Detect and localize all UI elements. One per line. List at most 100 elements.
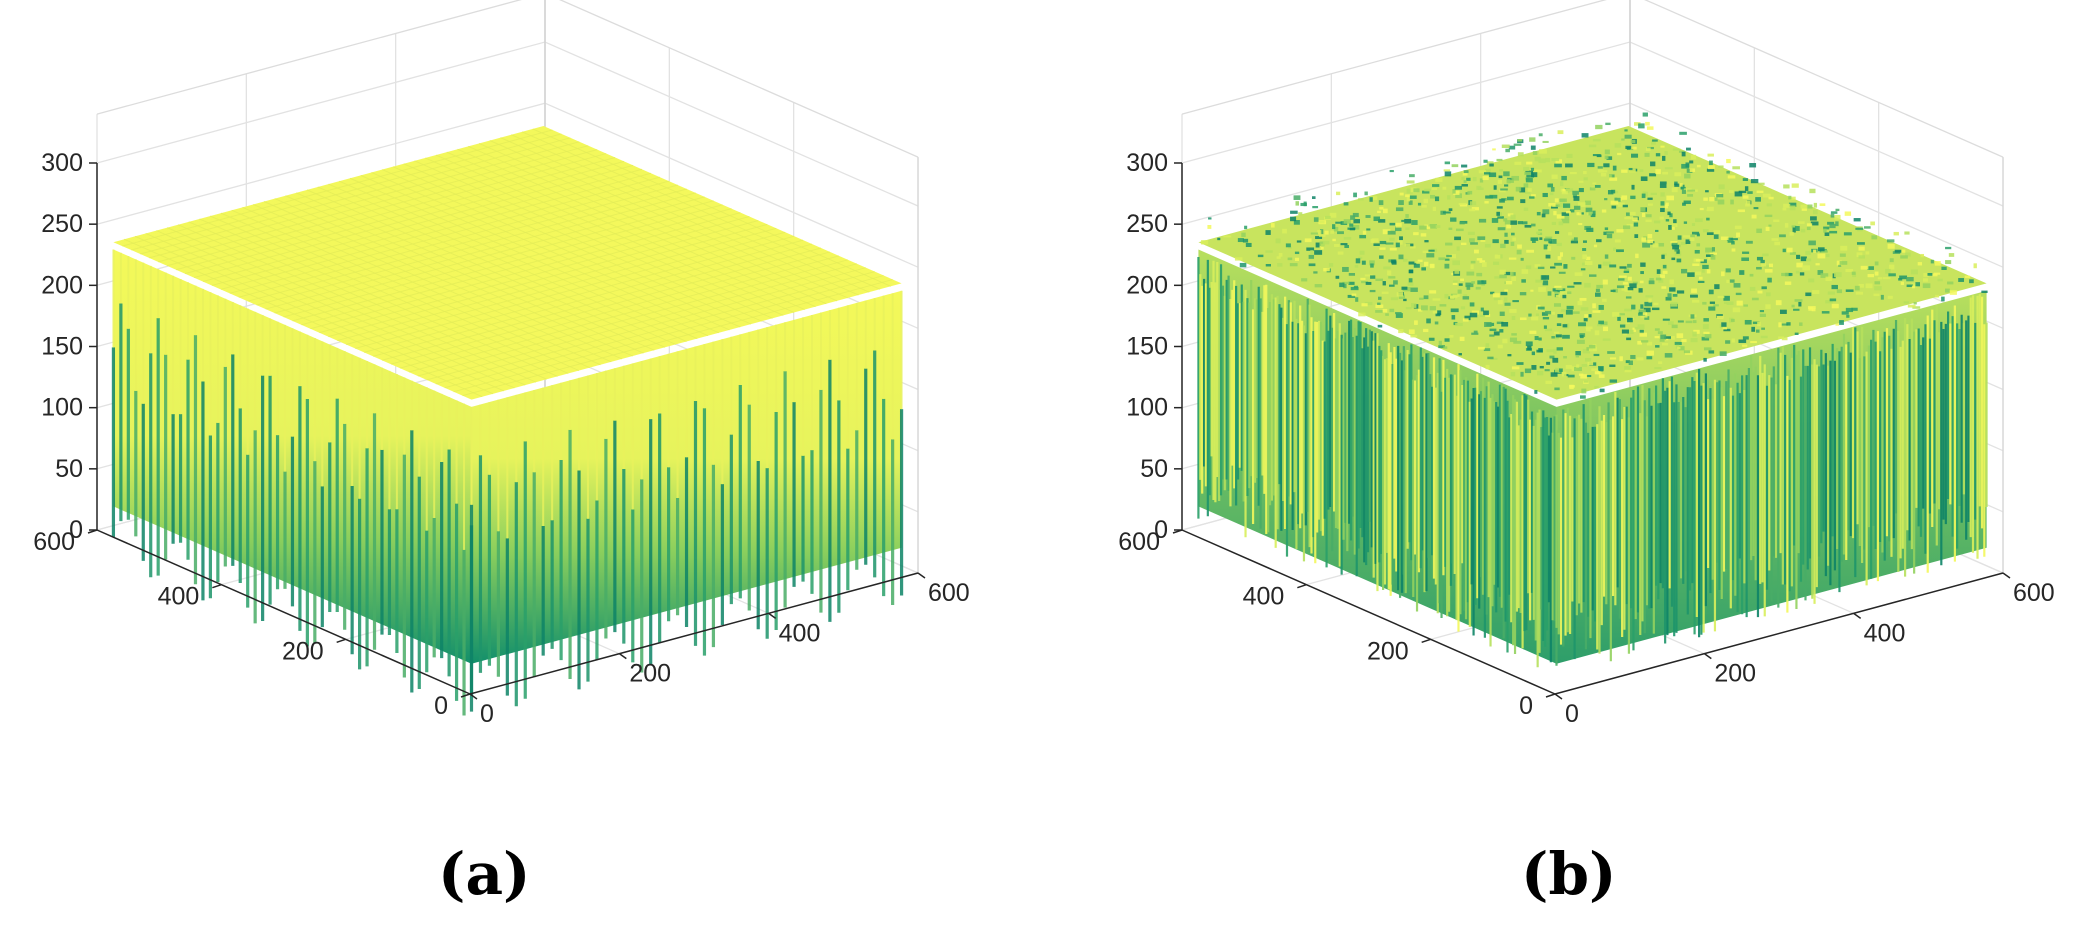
top-noise bbox=[1597, 166, 1603, 169]
top-noise bbox=[1447, 195, 1451, 200]
top-noise bbox=[1630, 195, 1636, 200]
top-noise bbox=[1873, 293, 1880, 297]
top-noise bbox=[1278, 252, 1283, 257]
top-noise bbox=[1508, 145, 1516, 150]
top-noise bbox=[1631, 153, 1639, 158]
top-noise bbox=[1583, 177, 1588, 181]
top-noise bbox=[1843, 232, 1852, 236]
x-tick bbox=[1554, 693, 1563, 700]
top-noise bbox=[1681, 163, 1690, 169]
top-noise bbox=[1519, 317, 1527, 321]
top-noise bbox=[1290, 216, 1297, 222]
top-noise bbox=[1660, 334, 1667, 340]
top-noise bbox=[1805, 250, 1811, 255]
top-noise bbox=[1455, 322, 1463, 327]
top-noise bbox=[1823, 228, 1827, 233]
top-noise bbox=[1428, 249, 1435, 252]
top-noise bbox=[1510, 214, 1516, 220]
top-noise bbox=[1788, 195, 1792, 200]
top-noise bbox=[1389, 237, 1395, 241]
top-noise bbox=[1574, 366, 1582, 372]
top-noise bbox=[1637, 340, 1642, 345]
top-noise bbox=[1557, 130, 1564, 135]
top-noise bbox=[1497, 179, 1503, 184]
z-tick-label: 0 bbox=[69, 516, 83, 544]
top-noise bbox=[1365, 281, 1372, 285]
top-noise bbox=[1632, 327, 1637, 332]
top-noise bbox=[1621, 329, 1629, 334]
top-noise bbox=[1582, 240, 1587, 243]
top-noise bbox=[1469, 312, 1478, 318]
top-noise bbox=[1687, 272, 1695, 277]
z-tick-label: 200 bbox=[41, 271, 83, 299]
top-noise bbox=[1479, 314, 1485, 318]
top-noise bbox=[1625, 360, 1630, 364]
top-noise bbox=[1619, 275, 1627, 278]
top-noise bbox=[1525, 265, 1532, 270]
top-noise bbox=[1738, 190, 1747, 194]
top-noise bbox=[1613, 190, 1619, 194]
top-noise bbox=[1557, 288, 1566, 293]
top-noise bbox=[1762, 253, 1769, 257]
top-noise bbox=[1708, 306, 1716, 311]
top-noise bbox=[1405, 194, 1410, 198]
top-noise bbox=[1458, 283, 1463, 286]
top-noise bbox=[1588, 211, 1592, 216]
top-noise bbox=[1612, 165, 1617, 171]
top-grid bbox=[149, 141, 580, 259]
top-noise bbox=[1595, 292, 1601, 297]
top-noise bbox=[1459, 336, 1465, 341]
top-noise bbox=[1796, 262, 1803, 268]
top-noise bbox=[1547, 246, 1552, 251]
top-noise bbox=[1664, 204, 1669, 209]
top-grid bbox=[247, 184, 678, 302]
top-noise bbox=[1747, 191, 1753, 194]
top-noise bbox=[1387, 270, 1392, 276]
top-noise bbox=[1813, 202, 1818, 208]
x-tick bbox=[618, 653, 627, 660]
top-noise bbox=[1622, 282, 1629, 285]
axes bbox=[87, 162, 926, 700]
top-noise bbox=[1865, 283, 1873, 289]
top-noise bbox=[1535, 313, 1540, 316]
top-noise bbox=[1629, 283, 1637, 289]
top-noise bbox=[1880, 294, 1884, 300]
top-noise bbox=[1684, 173, 1691, 179]
top-noise bbox=[1522, 221, 1528, 225]
top-noise bbox=[1586, 374, 1592, 378]
top-noise bbox=[1669, 213, 1673, 218]
top-noise bbox=[1420, 233, 1427, 237]
top-noise bbox=[1336, 191, 1341, 196]
top-noise bbox=[1543, 238, 1552, 242]
top-noise bbox=[1613, 247, 1617, 251]
top-noise bbox=[1660, 145, 1665, 148]
top-noise bbox=[1480, 307, 1484, 312]
top-grid bbox=[468, 145, 827, 305]
top-noise bbox=[1452, 189, 1456, 194]
top-noise bbox=[1531, 172, 1538, 178]
top-noise bbox=[1624, 216, 1632, 220]
top-noise bbox=[1799, 272, 1805, 276]
top-noise bbox=[1638, 312, 1646, 316]
top-noise bbox=[1553, 348, 1557, 354]
top-noise bbox=[1595, 124, 1603, 130]
top-noise bbox=[1572, 190, 1579, 195]
top-noise bbox=[1455, 228, 1464, 232]
top-grid bbox=[511, 134, 870, 293]
top-noise bbox=[1681, 268, 1688, 274]
top-noise bbox=[1319, 220, 1325, 224]
top-noise bbox=[1544, 328, 1553, 332]
top-noise bbox=[1517, 221, 1523, 225]
top-noise bbox=[1382, 281, 1386, 286]
top-noise bbox=[1339, 282, 1345, 288]
top-noise bbox=[1628, 168, 1636, 173]
top-noise bbox=[1718, 184, 1725, 190]
top-noise bbox=[1294, 251, 1300, 255]
top-noise bbox=[1395, 207, 1404, 212]
top-noise bbox=[1572, 194, 1577, 198]
top-noise bbox=[1591, 368, 1600, 372]
top-noise bbox=[1578, 222, 1583, 226]
top-noise bbox=[1654, 336, 1660, 339]
top-noise bbox=[1529, 330, 1537, 334]
